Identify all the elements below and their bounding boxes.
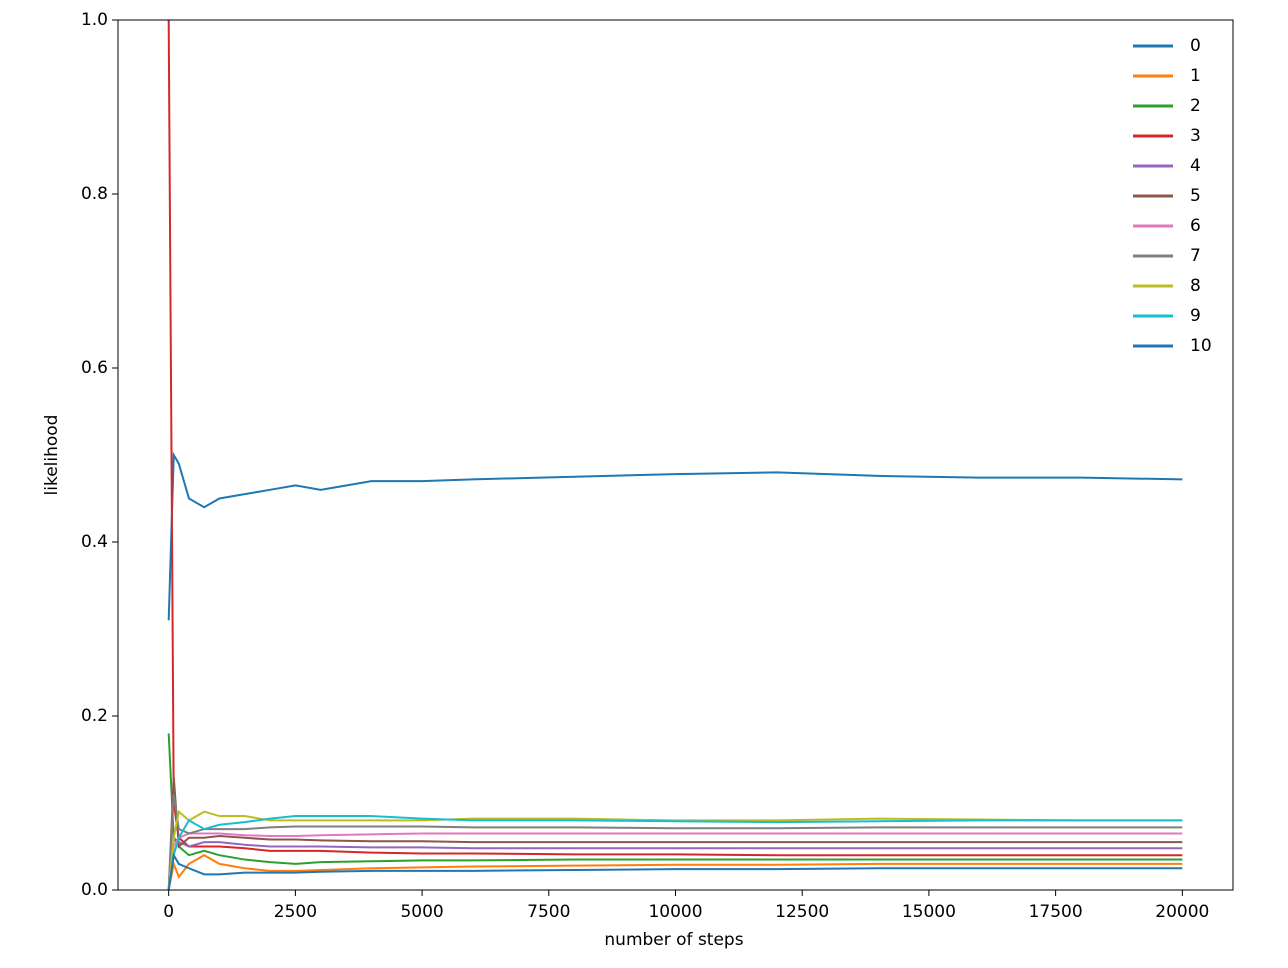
legend-label: 4: [1190, 156, 1201, 176]
legend-label: 8: [1190, 276, 1201, 296]
legend-label: 10: [1190, 336, 1212, 356]
x-tick-label: 0: [163, 902, 174, 922]
x-axis-label: number of steps: [604, 930, 743, 950]
axes-frame: [117, 19, 1234, 891]
legend-label: 0: [1190, 36, 1201, 56]
y-tick-label: 0.6: [81, 358, 108, 378]
series-line: [167, 835, 1183, 891]
y-tick-label: 0.4: [81, 532, 108, 552]
legend-label: 6: [1190, 216, 1201, 236]
x-tick-label: 15000: [902, 902, 956, 922]
series-line: [167, 809, 1183, 891]
x-tick-label: 12500: [775, 902, 829, 922]
y-tick-label: 0.2: [81, 706, 108, 726]
series-line: [167, 852, 1183, 891]
legend-label: 3: [1190, 126, 1201, 146]
x-tick-label: 10000: [648, 902, 702, 922]
y-axis-label: likelihood: [42, 415, 62, 496]
x-tick-label: 2500: [274, 902, 317, 922]
y-tick-label: 0.0: [81, 880, 108, 900]
series-line: [167, 451, 1183, 621]
series-line: [167, 733, 1183, 865]
legend-label: 2: [1190, 96, 1201, 116]
legend-label: 9: [1190, 306, 1201, 326]
x-tick-label: 5000: [400, 902, 443, 922]
x-tick-label: 20000: [1155, 902, 1209, 922]
series-line: [167, 815, 1183, 891]
plot-area: [118, 20, 1233, 890]
legend-label: 7: [1190, 246, 1201, 266]
y-tick-label: 1.0: [81, 10, 108, 30]
legend-label: 1: [1190, 66, 1201, 86]
series-line: [167, 794, 1183, 891]
x-tick-label: 7500: [527, 902, 570, 922]
legend-label: 5: [1190, 186, 1201, 206]
series-line: [167, 776, 1183, 891]
x-tick-label: 17500: [1029, 902, 1083, 922]
y-tick-label: 0.8: [81, 184, 108, 204]
series-line: [167, 854, 1183, 891]
